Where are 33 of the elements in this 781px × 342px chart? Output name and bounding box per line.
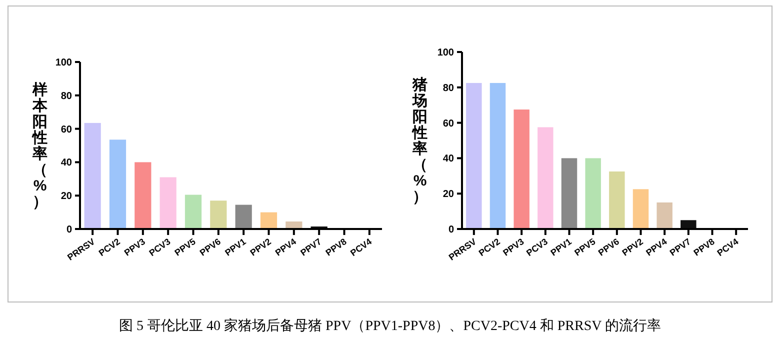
bar — [585, 158, 601, 229]
bar — [260, 212, 278, 229]
bar — [538, 127, 554, 229]
caption: 图 5 哥伦比亚 40 家猪场后备母猪 PPV（PPV1-PPV8）、PCV2-PCV4 和 PRRSV 的流行率 — [119, 318, 661, 334]
bar — [656, 202, 672, 229]
bar — [184, 194, 202, 229]
y-axis-title: 猪场阳性率（%） — [412, 76, 428, 206]
bar — [134, 162, 152, 229]
y-tick-label: 80 — [60, 90, 72, 102]
bar — [609, 171, 625, 229]
y-tick-label: 60 — [60, 124, 72, 136]
bar — [210, 200, 227, 229]
y-tick-label: 80 — [442, 82, 454, 94]
y-tick-label: 20 — [442, 189, 454, 200]
bar — [160, 177, 176, 229]
y-tick-label: 40 — [442, 154, 454, 165]
bar — [514, 110, 530, 229]
bar — [109, 140, 126, 229]
bar — [490, 82, 506, 229]
y-tick-label: 100 — [55, 58, 72, 68]
bar — [632, 189, 649, 229]
y-tick-label: 60 — [442, 118, 454, 130]
y-axis-title: 样本阳性率（%） — [32, 82, 48, 210]
bar — [84, 122, 101, 229]
y-tick-label: 0 — [448, 224, 454, 236]
y-tick-label: 20 — [60, 191, 72, 202]
y-tick-label: 40 — [60, 158, 72, 169]
bar — [466, 82, 482, 229]
y-tick-label: 100 — [437, 48, 454, 58]
y-tick-label: 0 — [66, 224, 72, 236]
bar — [680, 220, 696, 229]
bar — [561, 158, 578, 229]
bar — [235, 204, 252, 229]
